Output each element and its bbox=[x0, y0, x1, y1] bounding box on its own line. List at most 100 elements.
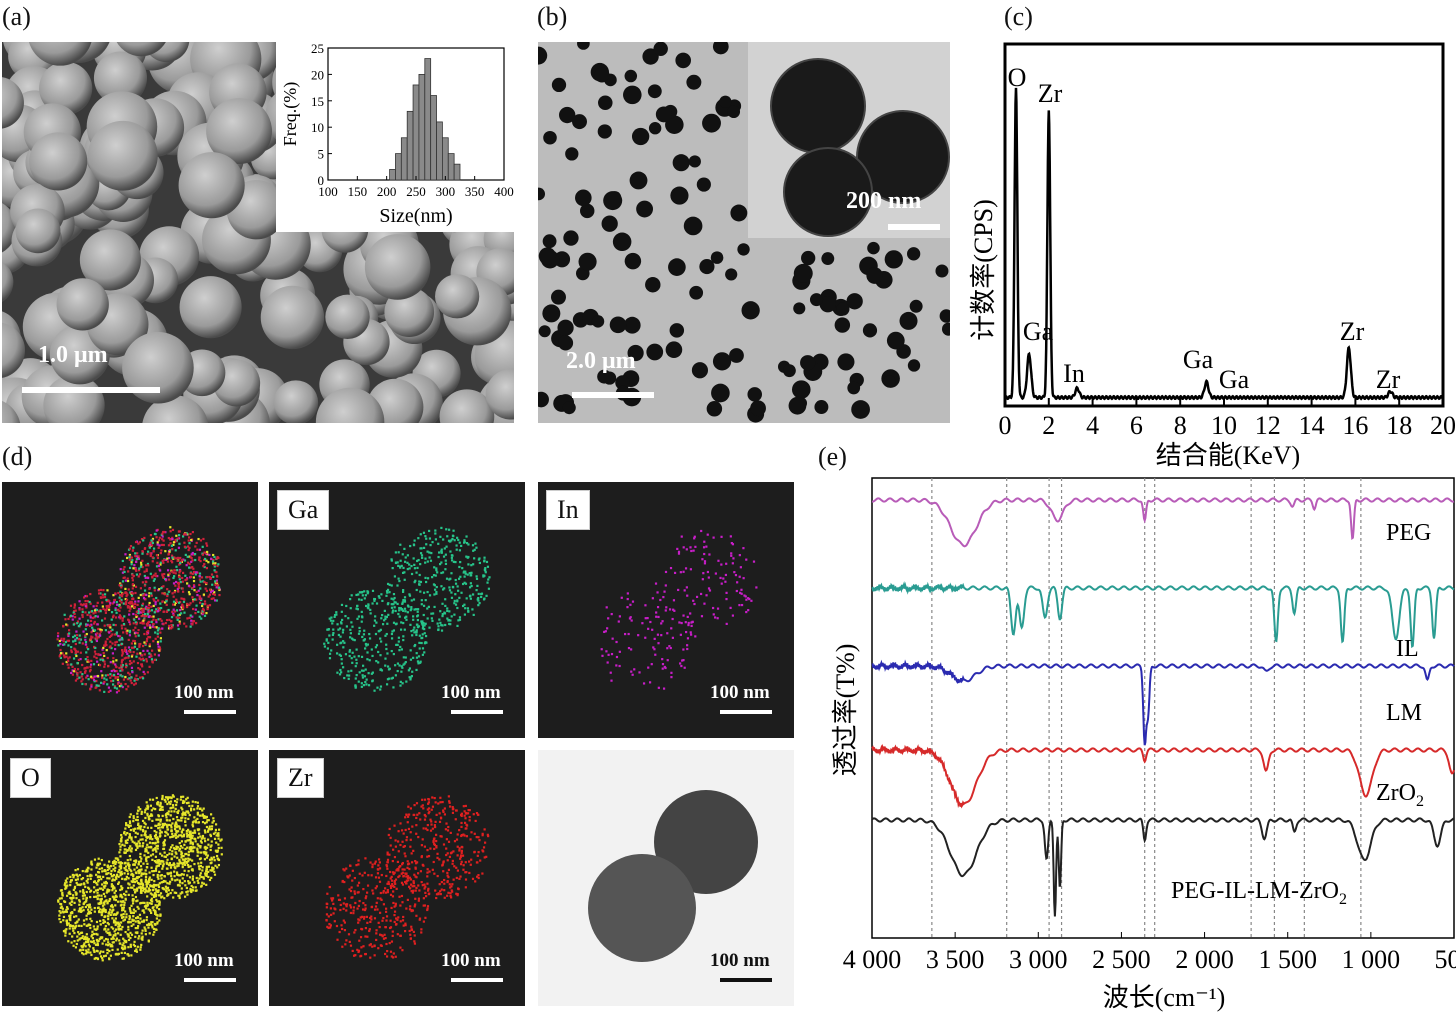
ftir-xtick: 1 000 bbox=[1342, 945, 1401, 974]
ftir-ylabel: 透过率(T%) bbox=[831, 644, 860, 777]
tem-particle bbox=[609, 316, 627, 334]
eds-peak-label: Ga bbox=[1023, 317, 1054, 346]
tem-particle bbox=[706, 401, 723, 417]
tem-particle bbox=[791, 380, 811, 399]
tem-particle bbox=[538, 247, 557, 265]
eds-peak-label: Zr bbox=[1340, 317, 1365, 346]
ftir-xtick: 4 000 bbox=[843, 945, 902, 974]
tem-particle bbox=[538, 187, 546, 201]
tem-particle bbox=[645, 276, 661, 293]
tem-particle bbox=[557, 319, 574, 336]
sem-particle bbox=[2, 77, 24, 129]
tem-particle bbox=[594, 67, 610, 83]
tem-particle bbox=[675, 52, 691, 69]
tile-tem: 100 nm bbox=[538, 750, 794, 1006]
tile-overlay: 100 nm bbox=[2, 482, 258, 738]
eds-spectrum-line bbox=[1003, 87, 1444, 401]
eds-xtick: 16 bbox=[1342, 411, 1368, 440]
histogram-bar bbox=[400, 137, 408, 181]
tem-particle bbox=[627, 344, 644, 362]
tem-particle bbox=[572, 114, 587, 130]
tem-particle bbox=[565, 147, 579, 161]
eds-ylabel: 计数率(CPS) bbox=[969, 199, 998, 341]
histogram-bar bbox=[430, 95, 437, 181]
tem-particle bbox=[741, 301, 760, 320]
histogram-ytick: 15 bbox=[311, 94, 324, 109]
eds-xtick: 14 bbox=[1299, 411, 1325, 440]
ftir-chart: 4 000 3 500 3 000 2 500 2 000 1 500 1 000 500 P… bbox=[831, 477, 1456, 1012]
tem-particle bbox=[624, 69, 638, 83]
tem-particle bbox=[730, 204, 748, 222]
tem-particle bbox=[836, 302, 850, 316]
sem-particle bbox=[260, 285, 325, 350]
eds-xtick: 18 bbox=[1386, 411, 1412, 440]
tile-ga: Ga 100 nm bbox=[269, 482, 525, 738]
tem-particle bbox=[672, 154, 690, 172]
tile-scale-bar bbox=[451, 710, 503, 714]
eds-peak-label: Ga bbox=[1183, 345, 1214, 374]
tem-particle bbox=[563, 230, 579, 246]
tem-particle bbox=[884, 250, 903, 269]
tem-particle bbox=[623, 316, 641, 334]
sem-particle bbox=[93, 51, 148, 105]
sem-image: 0 5 10 15 20 25 100 150 200 250 300 350 400 Size(nm… bbox=[2, 42, 514, 423]
sem-particle bbox=[179, 276, 242, 339]
tem-particle bbox=[941, 322, 950, 336]
ftir-series-line bbox=[871, 581, 1455, 649]
eds-xtick: 0 bbox=[999, 411, 1012, 440]
tem-particle bbox=[542, 234, 557, 249]
tem-particle bbox=[543, 130, 557, 145]
tem-particle bbox=[909, 299, 923, 313]
tem-particle bbox=[538, 391, 549, 408]
sem-particle bbox=[116, 42, 166, 57]
eds-xtick: 10 bbox=[1211, 411, 1237, 440]
tem-particle bbox=[688, 155, 701, 168]
tem-particle bbox=[719, 95, 732, 108]
tem-particle bbox=[636, 200, 654, 218]
ftir-xtick: 2 500 bbox=[1092, 945, 1151, 974]
sem-particle bbox=[435, 274, 480, 319]
tem-particle bbox=[603, 191, 623, 211]
series-label-il: IL bbox=[1396, 636, 1419, 662]
tile-scale-label: 100 nm bbox=[174, 950, 234, 971]
tem-particle bbox=[793, 263, 813, 283]
sem-particle bbox=[364, 234, 431, 300]
histogram-ylabel: Freq.(%) bbox=[280, 82, 301, 146]
histogram-bar bbox=[436, 121, 443, 181]
tem-particle bbox=[542, 304, 561, 323]
sem-particle bbox=[315, 387, 385, 423]
eds-peak-label: Ga bbox=[1219, 365, 1250, 394]
tem-particle bbox=[562, 401, 576, 415]
ftir-xtick: 1 500 bbox=[1258, 945, 1317, 974]
sem-particle bbox=[485, 369, 514, 420]
tem-particle bbox=[899, 311, 918, 330]
ftir-series-line bbox=[871, 743, 1455, 809]
ftir-xlabel: 波长(cm⁻¹) bbox=[1103, 983, 1226, 1012]
tem-particle bbox=[782, 364, 796, 378]
eds-xtick: 12 bbox=[1255, 411, 1281, 440]
sem-particle bbox=[273, 380, 319, 423]
tem-particle bbox=[580, 203, 595, 219]
histogram-ytick: 10 bbox=[311, 120, 324, 135]
tem-particle bbox=[575, 189, 592, 207]
tem-particle bbox=[669, 323, 685, 338]
tem-particle bbox=[867, 241, 880, 255]
tem-particle bbox=[665, 115, 684, 135]
eds-xtick: 20 bbox=[1430, 411, 1456, 440]
ftir-series-line bbox=[871, 659, 1455, 746]
tem-particle bbox=[821, 252, 835, 266]
tem-particle bbox=[655, 106, 672, 123]
tem-particle bbox=[623, 85, 642, 105]
eds-peak-label: O bbox=[1008, 63, 1027, 92]
scale-bar-label-a: 1.0 μm bbox=[38, 342, 108, 368]
series-label-composite: PEG-IL-LM-ZrO2 bbox=[1171, 878, 1347, 908]
tem-particle bbox=[837, 353, 855, 371]
sem-particle bbox=[122, 331, 194, 404]
tem-particle bbox=[653, 42, 668, 57]
tem-particle bbox=[624, 252, 642, 270]
tem-particle bbox=[939, 309, 950, 323]
tem-particle bbox=[538, 46, 548, 65]
inset-scale-bar-b bbox=[888, 224, 940, 230]
tem-particle bbox=[725, 268, 738, 281]
tem-particle bbox=[793, 302, 806, 315]
